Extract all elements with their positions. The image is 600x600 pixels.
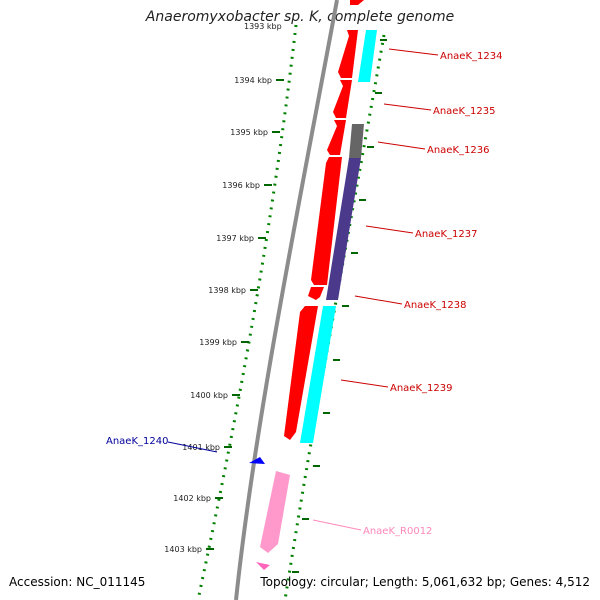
leader-anaek-1238	[354, 295, 403, 305]
label-anaek-1236: AnaeK_1236	[427, 145, 489, 156]
gene-anaek-1234-cyan[interactable]	[358, 30, 377, 82]
accession-label: Accession: NC_011145	[9, 575, 146, 589]
gene-anaek-1237-arrow[interactable]	[311, 157, 342, 285]
gene-anaek-1239-arrow[interactable]	[284, 306, 318, 440]
kbp-tick-label: 1395 kbp	[230, 128, 268, 137]
kbp-tick-label: 1398 kbp	[208, 286, 246, 295]
label-anaek-1238: AnaeK_1238	[404, 300, 466, 311]
gene-anaek-r0012-arrow[interactable]	[260, 471, 290, 553]
gene-anaek-1239-cyan[interactable]	[300, 306, 336, 443]
gene-anaek-1238-arrow[interactable]	[308, 287, 324, 300]
gene-top-partial-arrow[interactable]	[350, 0, 364, 5]
gene-anaek-1236-arrow[interactable]	[327, 120, 346, 155]
leader-anaek-r0012	[312, 519, 362, 531]
kbp-tick-label: 1400 kbp	[190, 391, 228, 400]
leader-anaek-1235	[383, 103, 432, 111]
kbp-tick-label: 1399 kbp	[199, 338, 237, 347]
kbp-tick-label: 1401 kbp	[182, 443, 220, 452]
kbp-tick-label: 1403 kbp	[164, 545, 202, 554]
gene-anaek-1234-arrow[interactable]	[338, 30, 358, 78]
gene-anaek-1235-arrow[interactable]	[333, 80, 352, 118]
kbp-tick-label: 1396 kbp	[222, 181, 260, 190]
label-anaek-1235: AnaeK_1235	[433, 106, 495, 117]
kbp-tick-label: 1402 kbp	[173, 494, 211, 503]
leader-anaek-1239	[340, 379, 389, 388]
gene-anaek-1237-purple[interactable]	[326, 158, 361, 300]
label-anaek-1237: AnaeK_1237	[415, 229, 477, 240]
kbp-label-partial-top: 1393 kbp	[244, 22, 282, 31]
kbp-tick-label: 1397 kbp	[216, 234, 254, 243]
topology-label: Topology: circular; Length: 5,061,632 bp…	[260, 575, 590, 589]
leader-anaek-1234	[388, 48, 439, 56]
leader-anaek-1237	[365, 225, 414, 234]
label-anaek-1240: AnaeK_1240	[106, 436, 168, 447]
leader-anaek-1236	[377, 141, 426, 150]
genome-backbone	[234, 0, 339, 600]
leader-anaek-1240	[167, 441, 218, 453]
map-title: Anaeromyxobacter sp. K, complete genome	[145, 9, 455, 25]
label-anaek-1239: AnaeK_1239	[390, 383, 452, 394]
gene-anaek-1236-gray[interactable]	[349, 124, 364, 158]
kbp-tick-label: 1394 kbp	[234, 76, 272, 85]
label-anaek-r0012: AnaeK_R0012	[363, 526, 432, 537]
kbp-scale: 1394 kbp 1395 kbp 1396 kbp 1397 kbp 1398 kbp…	[164, 39, 387, 573]
gene-small-pink-marker[interactable]	[256, 562, 270, 570]
gene-anaek-1240-marker[interactable]	[249, 457, 265, 464]
label-anaek-1234: AnaeK_1234	[440, 51, 502, 62]
